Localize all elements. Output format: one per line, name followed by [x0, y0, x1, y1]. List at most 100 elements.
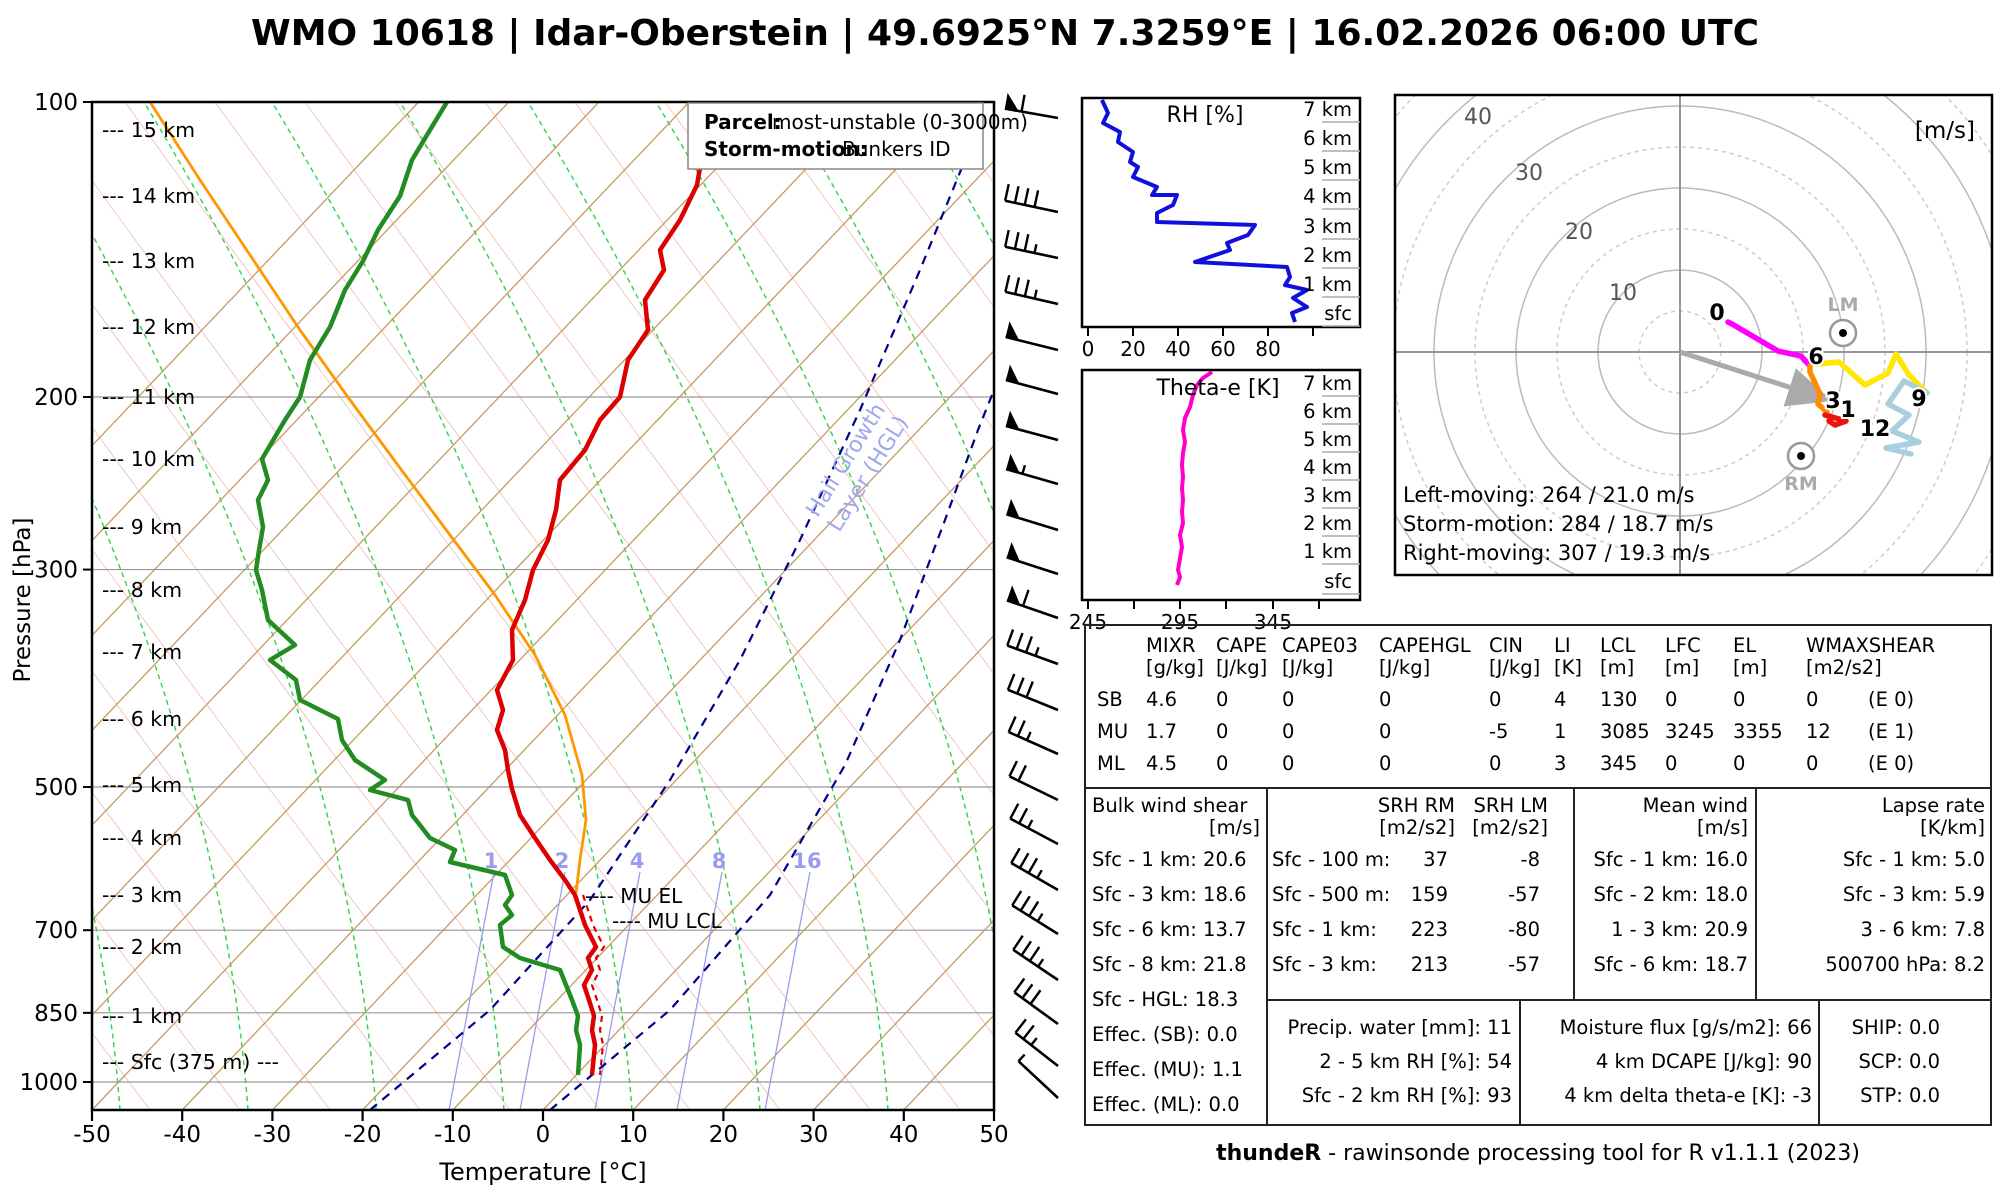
- wind-barb-staff: [1005, 378, 1059, 396]
- isotherm-line: [452, 539, 994, 1110]
- parcel-table-header: EL: [1733, 634, 1756, 657]
- height-km-label: --- 3 km: [102, 883, 182, 907]
- parcel-row-value: 0: [1379, 720, 1391, 743]
- parcel-row-value: 4.5: [1146, 752, 1177, 775]
- parcel-table-header: LCL: [1600, 634, 1635, 657]
- pressure-tick-label: 500: [34, 775, 78, 801]
- wind-barb: [1008, 760, 1059, 802]
- wind-barb: [1011, 890, 1059, 936]
- legend-parcel-label: Parcel:: [704, 110, 782, 134]
- temperature-tick-label: 30: [799, 1122, 828, 1148]
- parcel-table-header: MIXR: [1146, 634, 1195, 657]
- wind-barb-half: [1036, 869, 1043, 879]
- height-km-label: --- 9 km: [102, 515, 182, 539]
- composite-row: STP: 0.0: [1860, 1084, 1940, 1107]
- wind-barb-full: [1023, 188, 1030, 206]
- wind-barb-pennant: [1004, 92, 1019, 112]
- lapse-rate-unit: [K/km]: [1920, 816, 1985, 839]
- wind-barb-half: [1033, 243, 1038, 254]
- hgl-line-right: [549, 389, 994, 1110]
- height-km-label: --- 6 km: [102, 707, 182, 731]
- rh-panel-title: RH [%]: [1167, 103, 1244, 128]
- wind-barb-half: [1034, 646, 1040, 657]
- rh-km-label: 3 km: [1303, 215, 1352, 238]
- isotherm-line: [271, 349, 994, 1110]
- srh-rm-header: SRH RM: [1378, 794, 1455, 817]
- wind-barb: [1005, 453, 1059, 486]
- bulk-shear-row: Sfc - 3 km: 18.6: [1092, 883, 1246, 906]
- rh-profile-trace: [1100, 99, 1309, 323]
- isotherm-line: [542, 634, 994, 1110]
- dry-adiabat-line: [574, 102, 994, 675]
- hodo-ring-dashed: [1395, 95, 1992, 575]
- parcel-row-value: 130: [1600, 688, 1637, 711]
- hodo-trace-1-3km: [1807, 363, 1830, 415]
- wind-barb: [1012, 935, 1059, 982]
- wind-barb-full: [1025, 681, 1034, 698]
- hodo-storm-motion: Storm-motion: 284 / 18.7 m/s: [1403, 512, 1713, 536]
- bulk-shear-row: Sfc - 8 km: 21.8: [1092, 953, 1246, 976]
- wind-barb-full: [1028, 946, 1041, 962]
- parcel-table-header: CIN: [1489, 634, 1523, 657]
- rh-x-tick-label: 0: [1082, 337, 1095, 361]
- height-km-label: --- 2 km: [102, 935, 182, 959]
- parcel-row-effective: (E 1): [1868, 720, 1914, 743]
- hodo-trace-6-9km: [1813, 351, 1930, 396]
- hodo-trace-9-12km: [1883, 378, 1930, 457]
- page-title: WMO 10618 | Idar-Oberstein | 49.6925°N 7…: [251, 13, 1759, 54]
- thetae-panel-border: [1080, 368, 1362, 602]
- parcel-table-header: CAPE03: [1282, 634, 1358, 657]
- parcel-row-effective: (E 0): [1868, 752, 1914, 775]
- thetae-km-label: 1 km: [1303, 540, 1352, 563]
- mixing-ratio-label: 2: [555, 849, 570, 873]
- mixing-ratio-label: 16: [792, 849, 821, 873]
- parcel-table-unit: [J/kg]: [1282, 656, 1333, 679]
- srh-lm-value: -80: [1508, 918, 1540, 941]
- mu-lcl-annotation: ---- MU LCL: [612, 909, 723, 933]
- wind-barb: [1004, 183, 1059, 214]
- rm-marker-label: RM: [1784, 473, 1818, 495]
- footer: thundeR - rawinsonde processing tool for…: [1216, 1141, 1860, 1166]
- wind-barb-full: [1008, 760, 1018, 777]
- parcel-row-value: 0: [1216, 688, 1228, 711]
- height-km-label: --- Sfc (375 m) ---: [102, 1050, 279, 1074]
- srh-rm-value: 223: [1411, 918, 1448, 941]
- wind-barb-half: [1033, 289, 1038, 299]
- parcel-row-value: 0: [1216, 720, 1228, 743]
- parcel-table-header: WMAXSHEAR: [1806, 634, 1935, 657]
- parcel-row-value: 0: [1806, 752, 1818, 775]
- dry-adiabat-line: [92, 426, 601, 1110]
- hodo-height-label: 0: [1709, 301, 1724, 326]
- dry-adiabat-line: [304, 102, 994, 1037]
- wind-barb-full: [1007, 716, 1017, 733]
- isotherm-line: [362, 444, 994, 1110]
- rh-km-label: 7 km: [1303, 98, 1352, 121]
- skewt-plot-area: [92, 102, 994, 1110]
- pressure-tick-label: 850: [34, 1001, 78, 1027]
- thetae-km-label: 2 km: [1303, 512, 1352, 535]
- hodograph-unit: [m/s]: [1915, 118, 1975, 144]
- hodo-ring-label: 30: [1515, 161, 1543, 186]
- srh-lm-unit: [m2/s2]: [1472, 816, 1548, 839]
- mean-wind-row: 1 - 3 km: 20.9: [1611, 918, 1748, 941]
- wind-barb-full: [1004, 229, 1010, 248]
- wind-barb-pennant: [1006, 542, 1020, 562]
- parcel-table-unit: [m]: [1733, 656, 1767, 679]
- wind-barb-full: [1013, 977, 1026, 993]
- mixing-ratio-label: 8: [712, 849, 727, 873]
- isotherm-line: [92, 159, 994, 1110]
- rh-km-label: 5 km: [1303, 156, 1352, 179]
- pressure-tick-label: 200: [34, 385, 78, 411]
- skewt-background: 1 2 4 8 16: [92, 102, 994, 1110]
- lm-marker-label: LM: [1827, 294, 1858, 316]
- temperature-tick-label: -10: [434, 1122, 472, 1148]
- temperature-tick-label: -30: [254, 1122, 292, 1148]
- wind-barb-full: [1006, 673, 1016, 691]
- wind-barb: [1005, 410, 1059, 442]
- wind-barb-staff: [1007, 688, 1059, 712]
- thetae-km-label: 5 km: [1303, 428, 1352, 451]
- hodograph-panel: 10 20 30 40 LM RM 0 63 1 9 12: [1393, 93, 1994, 577]
- hodo-height-label: 6: [1808, 345, 1823, 370]
- wind-barb-half: [1025, 731, 1032, 741]
